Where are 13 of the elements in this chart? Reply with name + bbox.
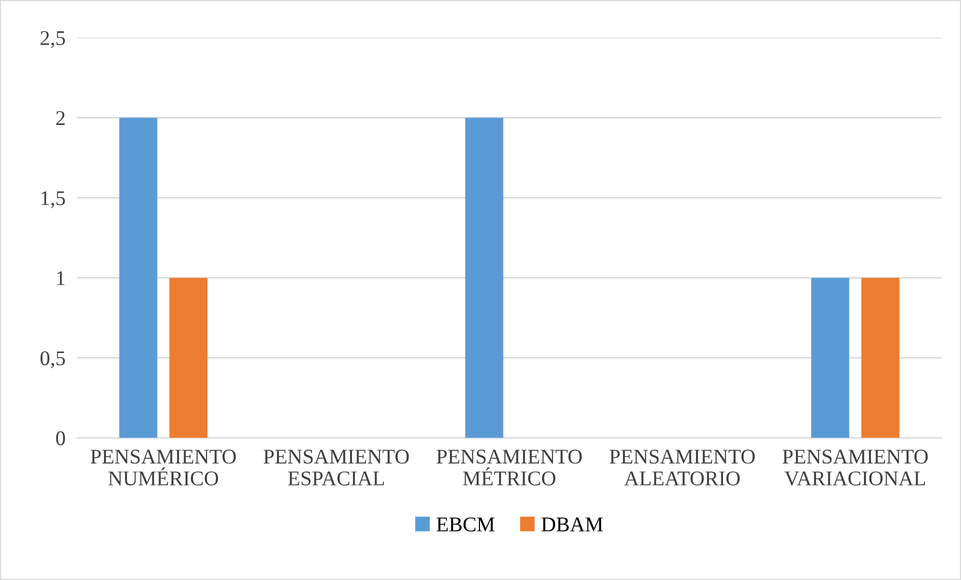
legend-label: EBCM: [436, 517, 494, 532]
x-tick-label: PENSAMIENTO ALEATORIO: [610, 450, 755, 486]
x-tick-label: PENSAMIENTO VARIACIONAL: [782, 450, 928, 486]
x-tick-label: PENSAMIENTO NUMÉRICO: [90, 450, 236, 486]
y-tick-label: 1: [57, 271, 65, 286]
y-tick-label: 2: [56, 111, 65, 125]
y-tick-label: 1,5: [42, 191, 65, 208]
y-tick-label: 0,5: [40, 351, 65, 368]
x-tick-label: PENSAMIENTO MÉTRICO: [436, 450, 582, 486]
x-tick-label: PENSAMIENTO ESPACIAL: [264, 450, 409, 486]
legend-label: DBAM: [542, 518, 603, 532]
y-tick-label: 2,5: [40, 31, 65, 48]
y-tick-label: 0: [56, 431, 65, 446]
